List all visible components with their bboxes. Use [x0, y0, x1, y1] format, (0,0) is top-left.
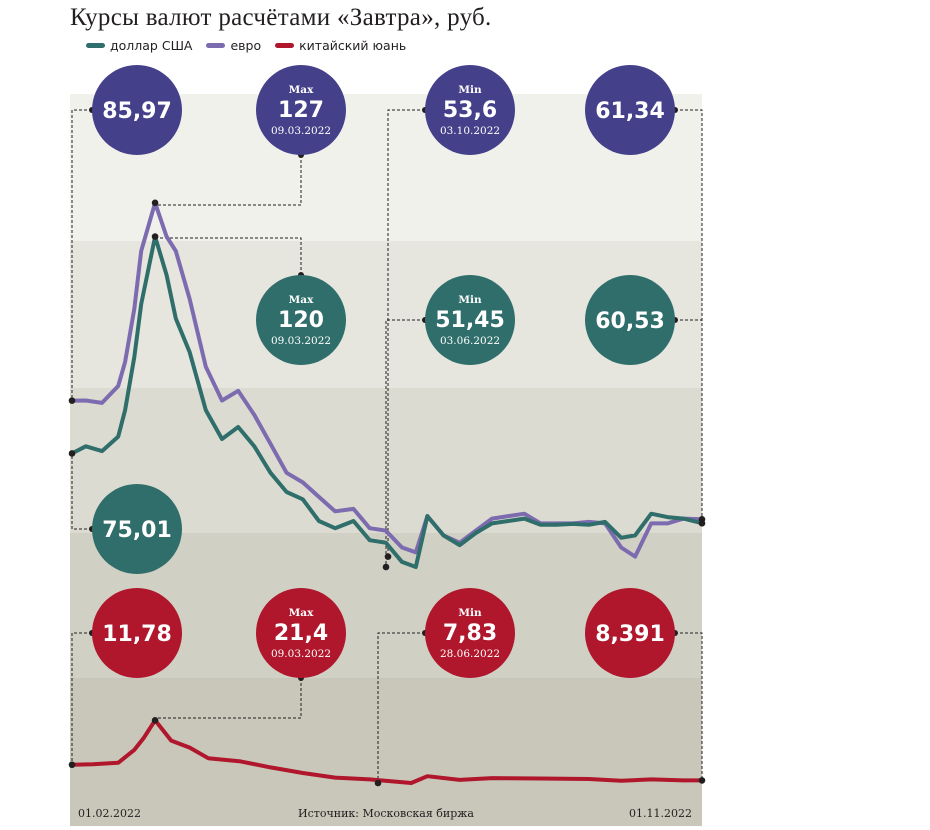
bubble-usd-end: 60,53 [585, 275, 675, 365]
bubble-circle [92, 484, 182, 574]
connector-eur-min [387, 109, 425, 557]
bubble-value: 60,53 [595, 309, 665, 334]
background-band [70, 678, 702, 826]
value-dot-usd-min [382, 563, 390, 571]
connector-usd-end [675, 319, 703, 524]
legend-swatch-eur [206, 43, 226, 48]
value-dot-cny-max [151, 717, 159, 724]
legend: доллар США евро китайский юань [86, 38, 406, 53]
bubble-usd-max: Max 120 09.03.2022 [256, 275, 346, 365]
value-bubbles: 85,97 Max 127 09.03.2022 Min 53,6 03.10.2022 61… [92, 65, 675, 678]
bubble-circle [425, 588, 515, 678]
bubble-eur-start: 85,97 [92, 65, 182, 155]
value-dot-eur-min [384, 553, 392, 560]
value-dot-cny-min [374, 779, 382, 787]
bubble-circle [585, 65, 675, 155]
bubble-eur-end: 61,34 [585, 65, 675, 155]
value-dot-cny-start [68, 761, 76, 769]
bubble-date: 09.03.2022 [271, 125, 331, 137]
legend-swatch-usd [86, 43, 105, 48]
connector-lines [71, 109, 703, 783]
bubble-date: 03.10.2022 [440, 125, 500, 137]
bubble-circle [256, 65, 346, 155]
value-dot-usd-start [68, 450, 76, 457]
bubble-value: 120 [278, 308, 324, 333]
bubble-date: 09.03.2022 [271, 335, 331, 347]
value-dot-eur-max [151, 199, 159, 207]
footer-source: Источник: Московская биржа [298, 807, 474, 820]
bubble-value: 7,83 [443, 621, 497, 646]
bubble-value: 75,01 [102, 518, 172, 543]
bubble-kind-label: Min [458, 294, 482, 306]
bubble-kind-label: Min [458, 84, 482, 96]
bubble-value: 127 [278, 98, 324, 123]
connector-usd-min [385, 319, 425, 567]
connector-cny-end [675, 632, 703, 781]
connector-cny-max [155, 678, 302, 719]
chart-title: Курсы валют расчётами «Завтра», руб. [70, 4, 492, 31]
background-bands [70, 94, 702, 826]
bubble-circle [585, 275, 675, 365]
value-dot-eur-start [68, 397, 76, 404]
bubble-circle [256, 275, 346, 365]
bubble-circle [425, 65, 515, 155]
bubble-date: 03.06.2022 [440, 335, 500, 347]
bubble-cny-min: Min 7,83 28.06.2022 [425, 588, 515, 678]
bubble-kind-label: Min [458, 607, 482, 619]
connector-usd-max [155, 237, 302, 275]
bubble-value: 61,34 [595, 99, 665, 124]
bubble-date: 28.06.2022 [440, 648, 500, 660]
bubble-cny-end: 8,391 [585, 588, 675, 678]
legend-label-usd: доллар США [110, 38, 193, 53]
bubble-usd-min: Min 51,45 03.06.2022 [425, 275, 515, 365]
bubble-kind-label: Max [289, 607, 314, 619]
bubble-value: 8,391 [595, 622, 665, 647]
connector-eur-end [675, 109, 703, 520]
footer-end-date: 01.11.2022 [629, 807, 692, 820]
legend-label-cny: китайский юань [299, 38, 407, 53]
bubble-usd-start: 75,01 [92, 484, 182, 574]
bubble-circle [256, 588, 346, 678]
legend-swatch-cny [275, 43, 295, 48]
connector-eur-start [71, 109, 92, 401]
value-dot-usd-max [151, 233, 159, 240]
bubble-kind-label: Max [289, 294, 314, 306]
connector-cny-start [71, 632, 92, 765]
value-dot-cny-end [698, 777, 706, 784]
bubble-circle [425, 275, 515, 365]
bubble-cny-max: Max 21,4 09.03.2022 [256, 588, 346, 678]
connector-usd-start [71, 453, 92, 530]
bubble-value: 85,97 [102, 99, 172, 124]
connector-cny-min [377, 632, 425, 783]
bubble-date: 09.03.2022 [271, 648, 331, 660]
value-dot-usd-end [698, 519, 706, 527]
bubble-eur-min: Min 53,6 03.10.2022 [425, 65, 515, 155]
legend-label-eur: евро [230, 38, 262, 53]
bubble-value: 53,6 [443, 98, 497, 123]
bubble-circle [585, 588, 675, 678]
bubble-value: 51,45 [435, 308, 505, 333]
footer-start-date: 01.02.2022 [78, 807, 141, 820]
cny-line [70, 718, 704, 785]
legend-item-cny: китайский юань [275, 38, 406, 53]
bubble-cny-start: 11,78 [92, 588, 182, 678]
bubble-circle [92, 588, 182, 678]
bubble-circle [92, 65, 182, 155]
bubble-value: 11,78 [102, 622, 172, 647]
legend-item-eur: евро [206, 38, 261, 53]
bubble-eur-max: Max 127 09.03.2022 [256, 65, 346, 155]
bubble-value: 21,4 [274, 621, 328, 646]
bubble-kind-label: Max [289, 84, 314, 96]
legend-item-usd: доллар США [86, 38, 192, 53]
